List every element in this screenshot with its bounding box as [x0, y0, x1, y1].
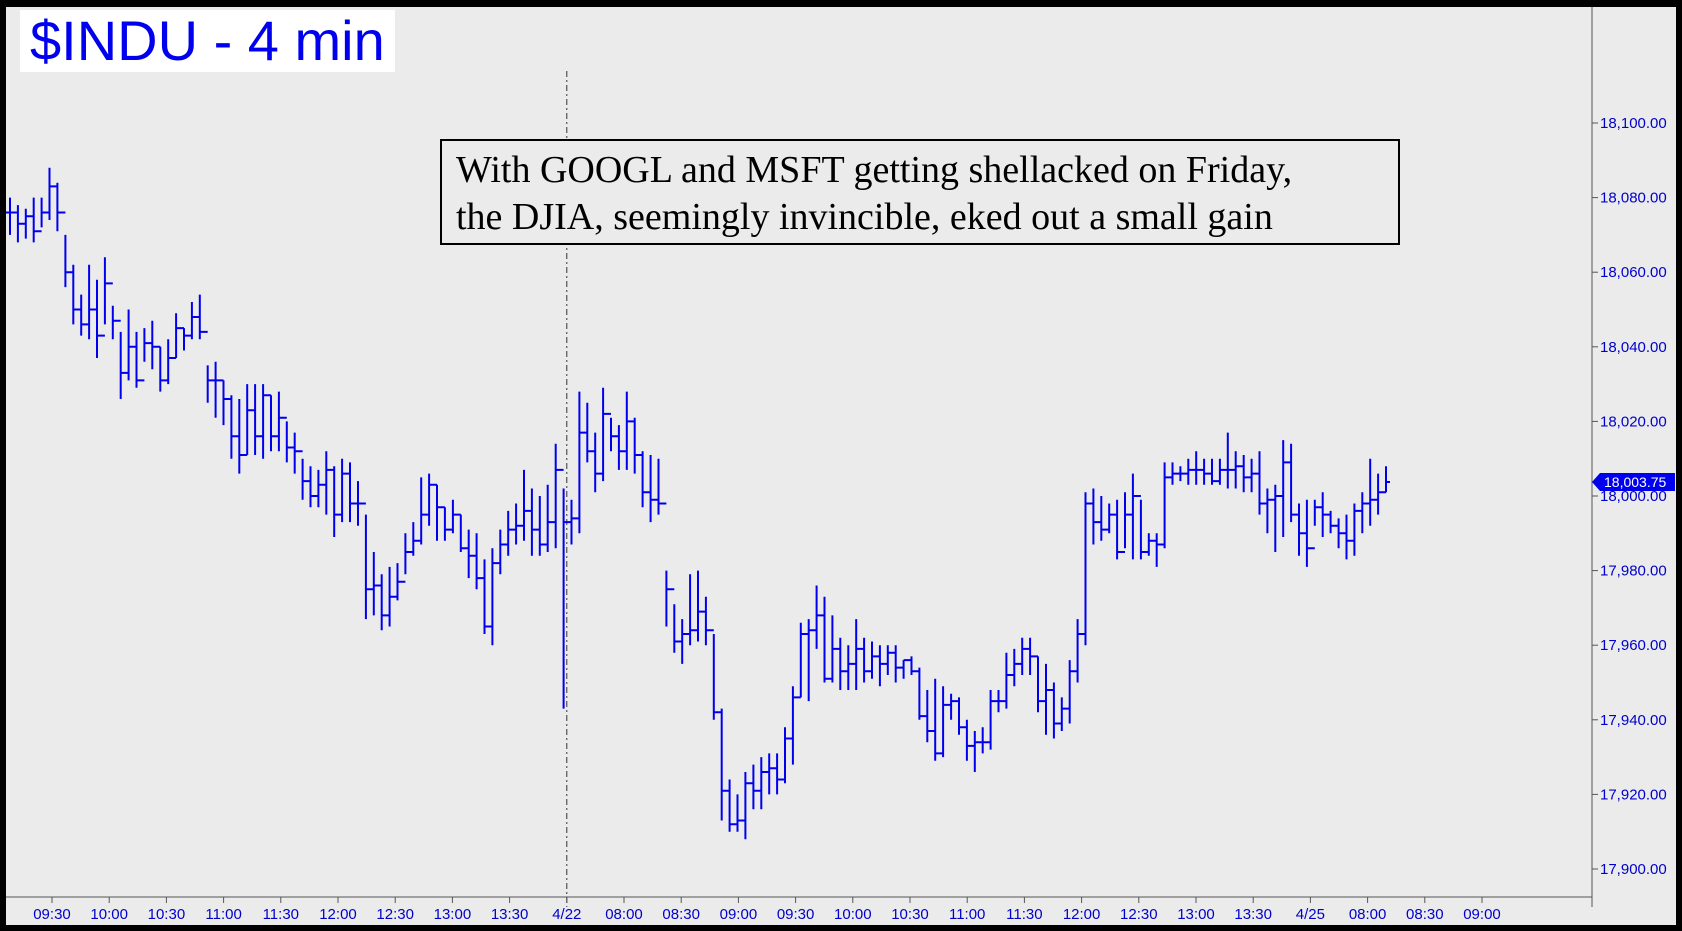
chart-annotation: With GOOGL and MSFT getting shellacked o…: [440, 139, 1400, 245]
x-tick-label: 11:30: [1006, 906, 1042, 923]
y-tick-label: 18,000.00: [1600, 488, 1667, 505]
x-tick-label: 12:00: [319, 906, 357, 923]
price-bars: [6, 167, 1390, 840]
x-tick-label: 11:00: [949, 906, 985, 923]
x-tick-label: 10:00: [834, 906, 872, 923]
last-price-label: 18,003.75: [1604, 474, 1666, 490]
x-tick-label: 12:00: [1063, 906, 1101, 923]
x-tick-label: 10:30: [148, 906, 186, 923]
x-tick-label: 08:30: [1406, 906, 1444, 923]
x-tick-label: 13:30: [491, 906, 529, 923]
x-tick-label: 10:30: [891, 906, 929, 923]
annotation-line-2: the DJIA, seemingly invincible, eked out…: [456, 196, 1273, 238]
x-tick-label: 13:30: [1234, 906, 1272, 923]
y-tick-label: 18,060.00: [1600, 264, 1667, 281]
x-tick-label: 09:30: [33, 906, 71, 923]
last-price-tag: [1592, 473, 1675, 492]
x-axis-ticks: 09:30 10:00 10:30 11:00 11:30 12:00 12:30 13:00…: [33, 897, 1501, 923]
y-tick-label: 18,020.00: [1600, 413, 1667, 430]
chart-title: $INDU - 4 min: [20, 10, 395, 72]
x-tick-label: 09:30: [777, 906, 815, 923]
y-tick-label: 17,980.00: [1600, 563, 1667, 580]
price-chart: 18,100.00 18,080.00 18,060.00 18,040.00 18,0…: [6, 7, 1675, 923]
x-tick-label: 08:00: [1349, 906, 1387, 923]
y-tick-label: 18,080.00: [1600, 190, 1667, 207]
y-tick-label: 18,100.00: [1600, 115, 1667, 132]
x-tick-label: 13:00: [1177, 906, 1215, 923]
chart-frame: 18,100.00 18,080.00 18,060.00 18,040.00 18,0…: [6, 7, 1676, 925]
price-series-line: [6, 167, 1390, 840]
x-tick-label: 08:30: [662, 906, 700, 923]
x-tick-label: 13:00: [434, 906, 472, 923]
x-tick-label: 09:00: [1463, 906, 1501, 923]
y-tick-label: 17,920.00: [1600, 786, 1667, 803]
y-tick-label: 17,940.00: [1600, 712, 1667, 729]
x-tick-label: 11:30: [263, 906, 299, 923]
x-tick-label: 12:30: [1120, 906, 1158, 923]
x-tick-label: 10:00: [90, 906, 128, 923]
y-tick-label: 17,960.00: [1600, 637, 1667, 654]
annotation-line-1: With GOOGL and MSFT getting shellacked o…: [456, 149, 1293, 191]
last-price-marker: 18,003.75: [1592, 473, 1675, 492]
x-tick-label: 4/25: [1296, 906, 1325, 923]
y-axis-ticks: 18,100.00 18,080.00 18,060.00 18,040.00 18,0…: [1592, 115, 1667, 878]
x-tick-label: 11:00: [205, 906, 241, 923]
y-tick-label: 18,040.00: [1600, 339, 1667, 356]
x-tick-label: 09:00: [720, 906, 758, 923]
x-tick-label: 12:30: [376, 906, 414, 923]
y-tick-label: 17,900.00: [1600, 861, 1667, 878]
x-tick-label: 08:00: [605, 906, 643, 923]
x-tick-label: 4/22: [552, 906, 581, 923]
